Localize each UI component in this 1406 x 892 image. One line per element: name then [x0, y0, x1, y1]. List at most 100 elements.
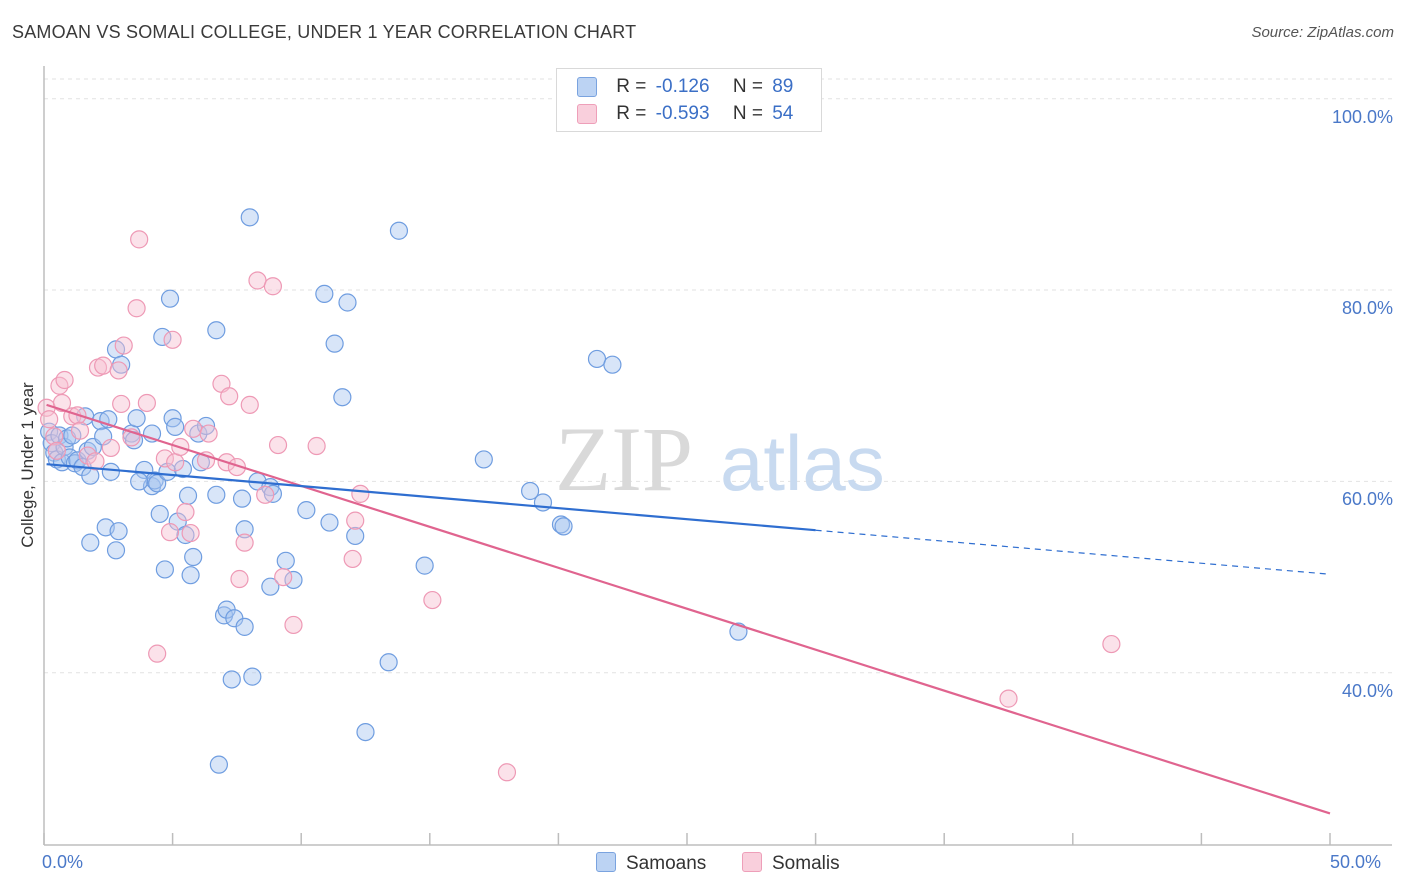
samoan-point [263, 484, 283, 503]
somali-point [1102, 634, 1121, 654]
samoan-point [232, 489, 252, 508]
legend-r-value: -0.126 [655, 76, 710, 97]
samoan-points [40, 208, 748, 774]
samoan-point [158, 462, 177, 481]
somali-point [248, 271, 267, 290]
legend-row-samoans: R = -0.126 N = 89 [577, 76, 793, 100]
somali-point [256, 485, 275, 504]
somali-point [284, 615, 303, 635]
samoan-swatch [596, 852, 616, 872]
somali-point [148, 644, 167, 663]
somali-point [230, 569, 249, 589]
legend-n-value: 89 [772, 76, 794, 97]
samoan-point [379, 653, 398, 672]
somali-point [137, 393, 156, 413]
legend-n-value: 54 [772, 103, 794, 124]
somali-point [351, 484, 370, 503]
samoan-point [243, 667, 262, 686]
samoan-point [207, 321, 226, 340]
x-tick-label-min: 0.0% [42, 852, 84, 872]
somali-point [112, 394, 131, 414]
somali-point [127, 299, 146, 318]
samoan-point [284, 570, 303, 590]
samoan-trend-line [46, 463, 816, 532]
correlation-legend: R = -0.126 N = 89 R = -0.593 N = 54 [556, 68, 822, 132]
samoan-point [587, 349, 607, 369]
y-tick-label: 100.0% [1331, 106, 1393, 127]
samoan-point [145, 471, 164, 490]
legend-row-somalis: R = -0.593 N = 54 [577, 103, 793, 127]
samoan-point [415, 556, 434, 575]
samoan-point [474, 450, 493, 469]
somali-point [274, 567, 293, 587]
somali-point [155, 449, 174, 468]
chart-title: SAMOAN VS SOMALI COLLEGE, UNDER 1 YEAR C… [12, 22, 637, 42]
watermark-atlas: atlas [720, 419, 885, 507]
samoan-swatch [577, 76, 597, 97]
samoan-point [166, 417, 185, 436]
samoan-point [235, 617, 254, 636]
x-tick-label-max: 50.0% [1330, 852, 1382, 872]
somali-point [220, 387, 239, 406]
y-axis-title: College, Under 1 year [18, 382, 37, 548]
somali-point [268, 435, 288, 455]
watermark: ZIP atlas [555, 408, 885, 510]
samoan-point [160, 289, 180, 308]
samoan-point [521, 481, 540, 501]
y-tick-label: 60.0% [1341, 489, 1393, 510]
legend-r-value: -0.593 [655, 103, 710, 124]
watermark-zip: ZIP [555, 408, 693, 510]
samoan-point [333, 388, 352, 407]
y-tick-label: 40.0% [1341, 680, 1393, 701]
samoan-point [240, 208, 259, 227]
somali-point [52, 393, 72, 413]
somali-point [40, 410, 59, 429]
samoan-point [315, 284, 334, 303]
somali-point [109, 361, 128, 380]
bottom-legend-somalis: Somalis [742, 852, 840, 875]
samoan-point [554, 517, 573, 536]
samoan-point [150, 504, 169, 524]
source-label: Source: ZipAtlas.com [1251, 24, 1394, 41]
y-tick-label: 80.0% [1341, 298, 1393, 319]
somali-points [37, 230, 1121, 782]
samoan-trend-extension [815, 529, 1331, 575]
somali-point [181, 523, 200, 543]
somali-point [94, 356, 113, 375]
somali-trend-line [46, 403, 1331, 815]
samoan-point [222, 670, 241, 689]
somali-point [86, 452, 105, 471]
samoans-label: Samoans [626, 853, 707, 874]
somali-point [240, 395, 259, 414]
somali-point [70, 421, 90, 440]
samoan-point [389, 221, 409, 240]
somali-point [235, 533, 254, 552]
bottom-legend-samoans: Samoans [596, 852, 706, 875]
samoan-point [261, 577, 280, 596]
somali-point [307, 436, 326, 456]
somali-point [45, 427, 64, 446]
legend-n-label: N = [732, 76, 763, 97]
samoan-point [603, 355, 622, 374]
somali-point [55, 370, 74, 390]
somali-point [346, 511, 365, 530]
samoan-point [109, 522, 128, 541]
somali-point [166, 453, 185, 472]
samoan-point [356, 722, 375, 742]
somali-point [130, 230, 149, 249]
legend-r-label: R = [616, 76, 647, 97]
somali-point [163, 330, 182, 349]
samoan-point [155, 560, 174, 579]
somali-swatch [577, 103, 597, 124]
somalis-label: Somalis [772, 853, 840, 874]
somali-point [101, 438, 120, 458]
somali-point [184, 419, 203, 438]
somali-point [114, 336, 133, 355]
samoan-point [181, 566, 200, 585]
legend-n-label: N = [732, 103, 763, 124]
somali-point [423, 590, 442, 610]
legend-r-label: R = [616, 103, 647, 124]
somali-point [160, 523, 180, 542]
samoan-point [101, 462, 120, 481]
